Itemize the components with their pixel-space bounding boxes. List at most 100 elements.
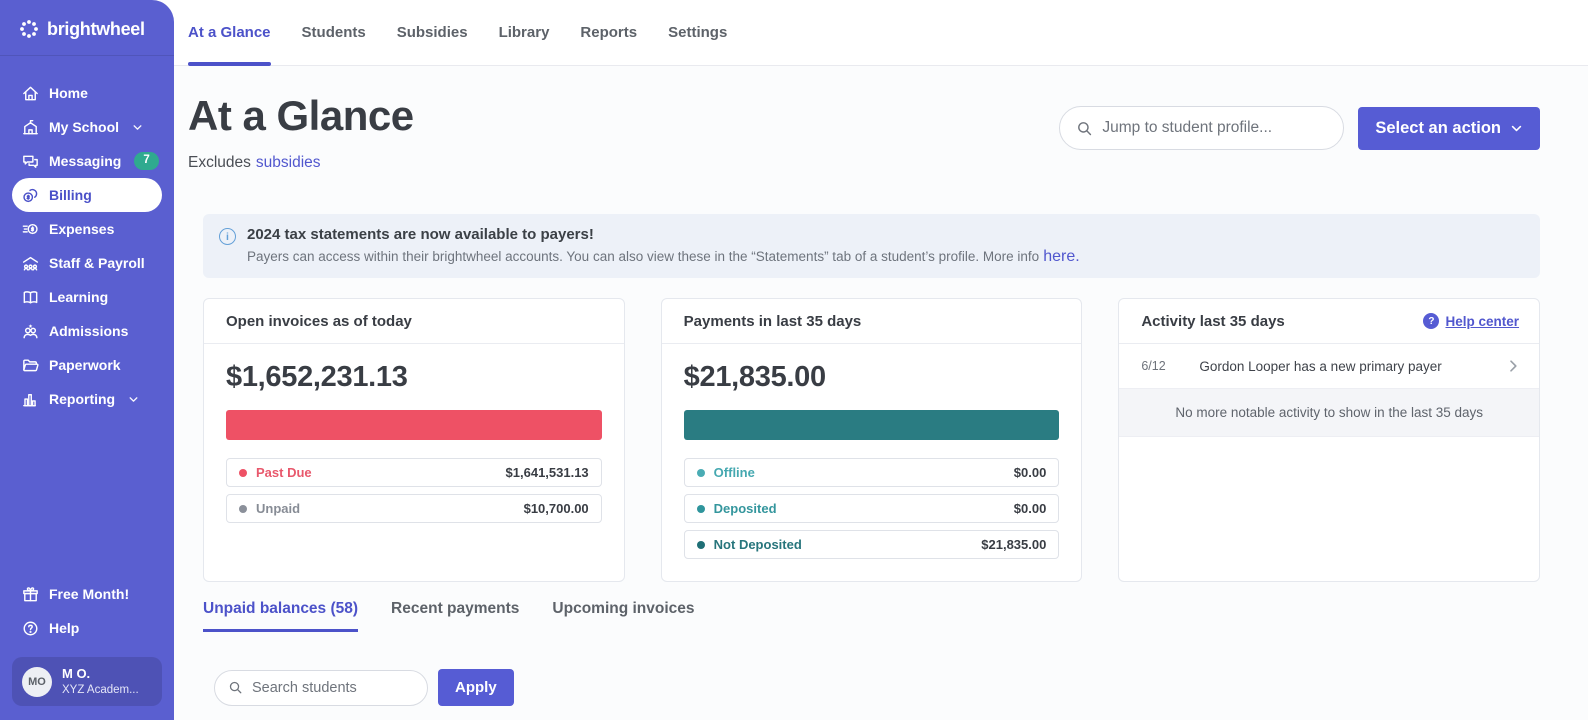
learning-icon bbox=[21, 288, 40, 307]
legend-row-past-due: Past Due $1,641,531.13 bbox=[226, 458, 602, 487]
legend-label: Offline bbox=[713, 465, 755, 480]
banner-content: 2024 tax statements are now available to… bbox=[247, 226, 1080, 266]
legend-value: $0.00 bbox=[1013, 501, 1047, 516]
avatar: MO bbox=[22, 666, 52, 697]
sidebar-item-billing[interactable]: Billing bbox=[12, 178, 162, 212]
tab-upcoming-invoices[interactable]: Upcoming invoices bbox=[552, 600, 695, 617]
payments-total: $21,835.00 bbox=[683, 361, 826, 393]
banner-body: Payers can access within their brightwhe… bbox=[247, 248, 1080, 266]
activity-row[interactable]: 6/12 Gordon Looper has a new primary pay… bbox=[1119, 344, 1540, 389]
sidebar-footer: Free Month! Help MO M O. XYZ Academ... bbox=[0, 577, 174, 720]
sidebar-item-home[interactable]: Home bbox=[12, 76, 162, 110]
user-name: M O. bbox=[62, 666, 91, 682]
user-info: M O. XYZ Academ... bbox=[62, 666, 139, 697]
sidebar-item-paperwork[interactable]: Paperwork bbox=[12, 348, 162, 382]
home-icon bbox=[21, 84, 40, 103]
pinwheel-logo-icon bbox=[17, 17, 41, 41]
payments-card-header: Payments in last 35 days bbox=[661, 299, 1082, 344]
chevron-down-icon bbox=[128, 394, 139, 405]
sidebar-item-label: Billing bbox=[49, 187, 92, 203]
sidebar-item-my-school[interactable]: My School bbox=[12, 110, 162, 144]
activity-empty-message: No more notable activity to show in the … bbox=[1119, 389, 1540, 437]
sidebar-item-reporting[interactable]: Reporting bbox=[12, 382, 162, 416]
brightwheel-logo[interactable]: brightwheel bbox=[0, 0, 174, 56]
legend-row-not-deposited: Not Deposited $21,835.00 bbox=[683, 530, 1060, 559]
page-subtitle: Excludes subsidies bbox=[188, 154, 414, 172]
legend-row-offline: Offline $0.00 bbox=[683, 458, 1060, 487]
summary-cards: Open invoices as of today $1,652,231.13 … bbox=[203, 298, 1541, 582]
subsidies-link[interactable]: subsidies bbox=[255, 154, 321, 171]
student-search[interactable] bbox=[214, 669, 439, 706]
sidebar-item-label: My School bbox=[49, 119, 120, 135]
legend-value: $21,835.00 bbox=[981, 537, 1047, 552]
tab-students[interactable]: Students bbox=[301, 24, 366, 41]
question-circle-icon bbox=[21, 619, 40, 638]
sidebar-item-label: Expenses bbox=[49, 221, 115, 237]
sidebar-item-staff-payroll[interactable]: Staff & Payroll bbox=[12, 246, 162, 280]
card-title: Open invoices as of today bbox=[226, 312, 412, 330]
sidebar-item-messaging[interactable]: Messaging 7 bbox=[12, 144, 162, 178]
activity-card-header: Activity last 35 days ? Help center bbox=[1119, 299, 1540, 344]
sidebar-item-expenses[interactable]: Expenses bbox=[12, 212, 162, 246]
open-invoices-total: $1,652,231.13 bbox=[226, 361, 408, 393]
sidebar-item-label: Learning bbox=[49, 289, 109, 305]
tab-library[interactable]: Library bbox=[498, 24, 550, 41]
apply-button[interactable]: Apply bbox=[438, 669, 514, 706]
school-icon bbox=[21, 118, 40, 137]
tab-unpaid-balances[interactable]: Unpaid balances (58) bbox=[203, 600, 359, 632]
open-invoices-card-header: Open invoices as of today bbox=[204, 299, 624, 344]
title-row: At a Glance Excludes subsidies bbox=[188, 92, 1540, 172]
messaging-unread-badge: 7 bbox=[134, 152, 159, 170]
tab-recent-payments[interactable]: Recent payments bbox=[391, 600, 520, 617]
header-actions: Select an action bbox=[1059, 106, 1540, 150]
chevron-right-icon bbox=[1505, 358, 1521, 374]
legend-row-unpaid: Unpaid $10,700.00 bbox=[226, 494, 602, 523]
legend-label: Deposited bbox=[713, 501, 777, 516]
help-circle-icon: ? bbox=[1423, 313, 1440, 329]
user-profile-button[interactable]: MO M O. XYZ Academ... bbox=[12, 657, 162, 706]
page-content: At a Glance Excludes subsidies bbox=[174, 66, 1588, 720]
banner-title: 2024 tax statements are now available to… bbox=[247, 226, 594, 243]
chevron-down-icon bbox=[1510, 122, 1523, 135]
tax-statements-banner: i 2024 tax statements are now available … bbox=[203, 214, 1540, 278]
help-center-link[interactable]: ? Help center bbox=[1423, 313, 1519, 329]
sidebar-item-label: Reporting bbox=[49, 391, 116, 407]
tab-at-a-glance[interactable]: At a Glance bbox=[188, 0, 271, 66]
open-invoices-bar bbox=[226, 410, 602, 440]
offline-dot-icon bbox=[696, 468, 705, 477]
title-block: At a Glance Excludes subsidies bbox=[188, 92, 414, 172]
filter-row: Apply bbox=[214, 669, 1540, 706]
payments-legend: Offline $0.00 Deposited $0.00 Not Deposi… bbox=[683, 458, 1060, 559]
more-info-link[interactable]: here. bbox=[1043, 248, 1080, 265]
sidebar-item-help[interactable]: Help bbox=[12, 611, 162, 645]
select-action-button[interactable]: Select an action bbox=[1358, 106, 1540, 150]
jump-to-student-search[interactable] bbox=[1059, 106, 1345, 150]
open-invoices-card: Open invoices as of today $1,652,231.13 … bbox=[203, 298, 625, 582]
chevron-down-icon bbox=[132, 122, 143, 133]
sidebar-item-admissions[interactable]: Admissions bbox=[12, 314, 162, 348]
gift-icon bbox=[21, 585, 40, 604]
help-center-label: Help center bbox=[1445, 313, 1520, 329]
jump-to-student-input[interactable] bbox=[1102, 119, 1328, 137]
legend-value: $1,641,531.13 bbox=[505, 465, 589, 480]
subtitle-text: Excludes bbox=[188, 154, 251, 171]
card-title: Payments in last 35 days bbox=[683, 312, 862, 330]
tab-subsidies[interactable]: Subsidies bbox=[396, 24, 468, 41]
payments-card: Payments in last 35 days $21,835.00 Offl… bbox=[660, 298, 1083, 582]
logo-text: brightwheel bbox=[47, 18, 145, 39]
admissions-icon bbox=[21, 322, 40, 341]
sidebar-item-learning[interactable]: Learning bbox=[12, 280, 162, 314]
sidebar-item-label: Admissions bbox=[49, 323, 129, 339]
sidebar-item-label: Staff & Payroll bbox=[49, 255, 145, 271]
main-area: At a Glance Students Subsidies Library R… bbox=[174, 0, 1588, 720]
tab-settings[interactable]: Settings bbox=[668, 24, 728, 41]
deposited-dot-icon bbox=[696, 504, 705, 513]
expenses-icon bbox=[21, 220, 40, 239]
past-due-dot-icon bbox=[239, 468, 247, 477]
student-search-input[interactable] bbox=[252, 679, 439, 696]
tab-reports[interactable]: Reports bbox=[580, 24, 638, 41]
staff-payroll-icon bbox=[21, 254, 40, 273]
not-deposited-dot-icon bbox=[696, 540, 705, 549]
legend-label: Not Deposited bbox=[713, 537, 802, 552]
sidebar-item-free-month[interactable]: Free Month! bbox=[12, 577, 162, 611]
